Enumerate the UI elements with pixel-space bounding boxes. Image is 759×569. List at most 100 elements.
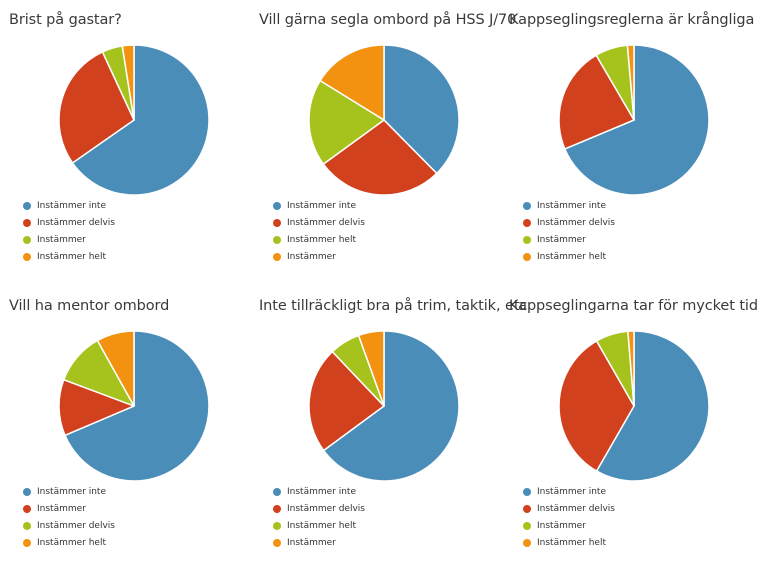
legend-item[interactable]: Instämmer helt <box>273 517 365 534</box>
chart-title: Brist på gastar? <box>9 12 122 28</box>
legend-dot-icon <box>23 201 31 210</box>
pie-slice[interactable] <box>64 330 210 482</box>
legend-label: Instämmer <box>287 537 336 548</box>
chart-legend: Instämmer inte Instämmer delvis Instämmer I… <box>23 197 115 265</box>
legend-label: Instämmer <box>287 251 336 262</box>
pie-slice[interactable] <box>357 330 385 407</box>
legend-dot-icon <box>23 218 31 227</box>
legend-label: Instämmer helt <box>287 520 356 531</box>
pie-slice[interactable] <box>383 44 460 175</box>
pie-slice[interactable] <box>595 330 710 482</box>
legend-label: Instämmer helt <box>537 537 606 548</box>
pie-slice[interactable] <box>322 330 460 482</box>
legend-label: Instämmer inte <box>537 200 606 211</box>
pie-slice[interactable] <box>319 44 385 121</box>
legend-label: Instämmer helt <box>37 537 106 548</box>
legend-dot-icon <box>523 521 531 530</box>
legend-label: Instämmer helt <box>537 251 606 262</box>
legend-dot-icon <box>273 538 281 547</box>
legend-item[interactable]: Instämmer delvis <box>523 500 615 517</box>
legend-item[interactable]: Instämmer helt <box>23 534 115 551</box>
legend-dot-icon <box>273 487 281 496</box>
legend-dot-icon <box>273 504 281 513</box>
legend-item[interactable]: Instämmer delvis <box>23 214 115 231</box>
pie-chart-panel: Brist på gastar? Instämmer inte Instämmer … <box>0 0 250 283</box>
legend-label: Instämmer inte <box>537 486 606 497</box>
legend-label: Instämmer delvis <box>537 217 615 228</box>
legend-item[interactable]: Instämmer <box>523 517 615 534</box>
legend-item[interactable]: Instämmer delvis <box>273 500 365 517</box>
legend-item[interactable]: Instämmer <box>273 248 365 265</box>
legend-label: Instämmer delvis <box>287 217 365 228</box>
legend-label: Instämmer inte <box>287 486 356 497</box>
legend-dot-icon <box>23 235 31 244</box>
legend-item[interactable]: Instämmer helt <box>523 248 615 265</box>
legend-dot-icon <box>523 487 531 496</box>
legend-dot-icon <box>273 252 281 261</box>
pie-chart <box>58 44 210 196</box>
legend-item[interactable]: Instämmer inte <box>273 483 365 500</box>
legend-item[interactable]: Instämmer helt <box>523 534 615 551</box>
legend-dot-icon <box>23 521 31 530</box>
legend-item[interactable]: Instämmer delvis <box>523 214 615 231</box>
pie-chart <box>558 44 710 196</box>
legend-dot-icon <box>273 201 281 210</box>
legend-dot-icon <box>273 521 281 530</box>
legend-item[interactable]: Instämmer delvis <box>273 214 365 231</box>
legend-item[interactable]: Instämmer inte <box>23 197 115 214</box>
legend-item[interactable]: Instämmer <box>523 231 615 248</box>
legend-label: Instämmer <box>37 503 86 514</box>
legend-item[interactable]: Instämmer delvis <box>23 517 115 534</box>
chart-title: Kappseglingarna tar för mycket tid <box>509 298 758 314</box>
pie-chart-panel: Kappseglingsreglerna är krångliga Instämm… <box>500 0 759 283</box>
legend-item[interactable]: Instämmer inte <box>23 483 115 500</box>
pie-slice[interactable] <box>71 44 210 196</box>
legend-item[interactable]: Instämmer <box>23 500 115 517</box>
legend-dot-icon <box>523 235 531 244</box>
legend-dot-icon <box>523 252 531 261</box>
pie-slice[interactable] <box>308 350 385 452</box>
legend-item[interactable]: Instämmer helt <box>273 231 365 248</box>
legend-dot-icon <box>273 218 281 227</box>
legend-label: Instämmer <box>537 234 586 245</box>
pie-slice[interactable] <box>308 79 385 165</box>
pie-chart <box>308 44 460 196</box>
pie-slice[interactable] <box>322 119 438 196</box>
legend-item[interactable]: Instämmer inte <box>523 483 615 500</box>
legend-dot-icon <box>23 504 31 513</box>
legend-dot-icon <box>523 201 531 210</box>
pie-slice[interactable] <box>564 44 710 196</box>
legend-label: Instämmer inte <box>37 200 106 211</box>
chart-title: Vill gärna segla ombord på HSS J/70 <box>259 12 517 28</box>
legend-label: Instämmer inte <box>287 200 356 211</box>
pie-chart-panel: Vill gärna segla ombord på HSS J/70 Instä… <box>250 0 516 283</box>
chart-legend: Instämmer inte Instämmer delvis Instämmer I… <box>523 197 615 265</box>
legend-dot-icon <box>523 538 531 547</box>
legend-label: Instämmer <box>37 234 86 245</box>
legend-label: Instämmer inte <box>37 486 106 497</box>
legend-label: Instämmer delvis <box>287 503 365 514</box>
legend-label: Instämmer <box>537 520 586 531</box>
pie-chart <box>558 330 710 482</box>
legend-label: Instämmer delvis <box>37 520 115 531</box>
legend-item[interactable]: Instämmer inte <box>273 197 365 214</box>
pie-chart-panel: Kappseglingarna tar för mycket tid Instäm… <box>500 286 759 569</box>
legend-item[interactable]: Instämmer <box>273 534 365 551</box>
pie-slice[interactable] <box>121 44 135 121</box>
chart-title: Inte tillräckligt bra på trim, taktik, e… <box>259 298 528 314</box>
pie-chart <box>58 330 210 482</box>
chart-title: Vill ha mentor ombord <box>9 298 170 314</box>
pie-slice[interactable] <box>558 54 635 150</box>
legend-item[interactable]: Instämmer <box>23 231 115 248</box>
legend-item[interactable]: Instämmer inte <box>523 197 615 214</box>
pie-chart-panel: Inte tillräckligt bra på trim, taktik, e… <box>250 286 527 569</box>
pie-slice[interactable] <box>627 330 635 407</box>
chart-legend: Instämmer inte Instämmer Instämmer delvis I… <box>23 483 115 551</box>
pie-slice[interactable] <box>626 44 635 121</box>
pie-chart <box>308 330 460 482</box>
chart-legend: Instämmer inte Instämmer delvis Instämmer … <box>273 483 365 551</box>
chart-legend: Instämmer inte Instämmer delvis Instämmer I… <box>523 483 615 551</box>
legend-dot-icon <box>273 235 281 244</box>
pie-slice[interactable] <box>96 330 135 407</box>
legend-item[interactable]: Instämmer helt <box>23 248 115 265</box>
